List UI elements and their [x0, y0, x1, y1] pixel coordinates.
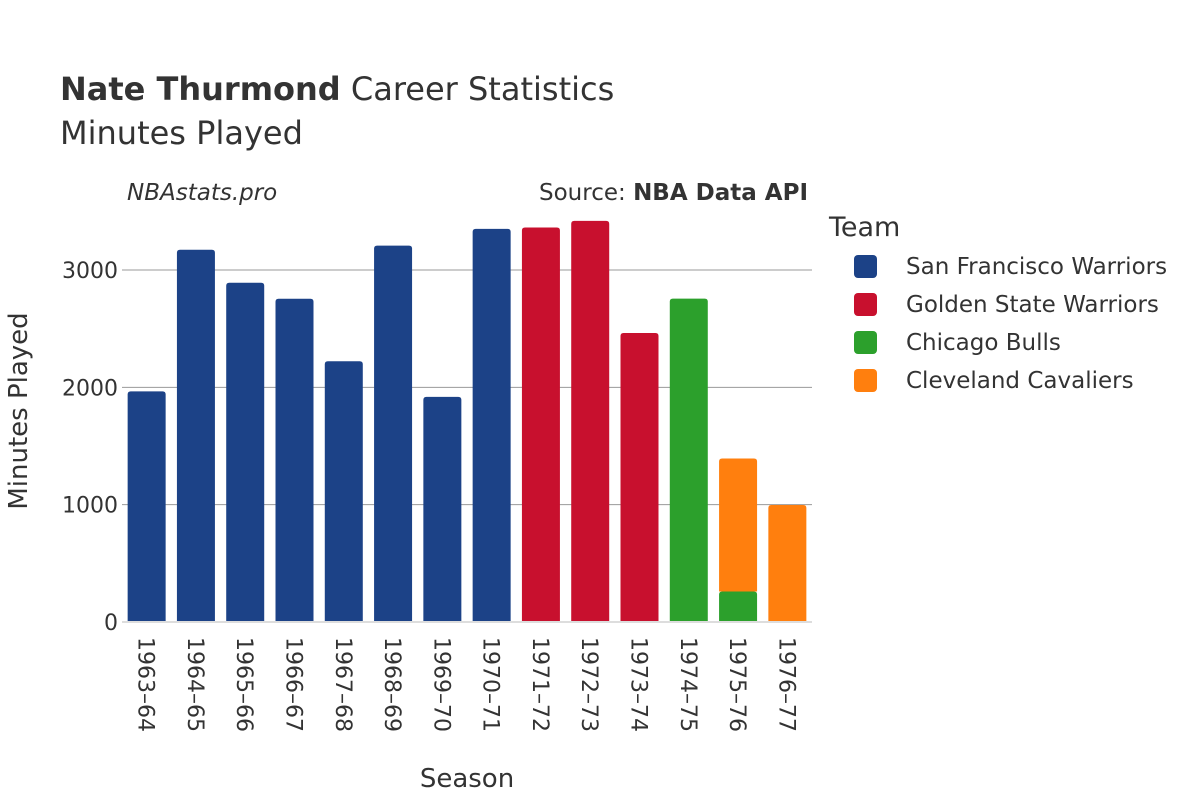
y-axis-title: Minutes Played: [4, 312, 34, 509]
bar: [521, 227, 560, 622]
title-rest: Career Statistics: [341, 70, 615, 108]
source-note: Source: NBA Data API: [539, 180, 808, 206]
source-prefix: Source:: [539, 180, 633, 206]
y-tick-label: 2000: [62, 376, 118, 401]
x-tick-label: 1967–68: [330, 637, 355, 732]
x-tick-label: 1971–72: [527, 637, 552, 732]
x-tick-label: 1974–75: [675, 637, 700, 732]
bar: [127, 391, 166, 622]
legend: San Francisco Warriors Golden State Warri…: [854, 254, 1167, 394]
x-tick-label: 1975–76: [724, 637, 749, 732]
bar: [374, 245, 413, 622]
bar: [768, 505, 807, 622]
x-tick-label: 1973–74: [626, 637, 651, 732]
bar: [719, 591, 758, 622]
x-tick-label: 1972–73: [576, 637, 601, 732]
y-tick-label: 3000: [62, 259, 118, 284]
x-tick-label: 1966–67: [281, 637, 306, 732]
bar: [226, 282, 265, 622]
legend-title: Team: [828, 212, 900, 243]
bar: [571, 220, 610, 622]
bar: [620, 333, 659, 622]
gridlines: [122, 269, 812, 506]
y-tick-label: 1000: [62, 494, 118, 519]
site-watermark: NBAstats.pro: [127, 180, 277, 206]
bar: [275, 298, 314, 622]
x-tick-label: 1970–71: [478, 637, 503, 732]
bar: [423, 396, 462, 622]
source-name: NBA Data API: [633, 180, 808, 206]
bar: [719, 458, 758, 592]
legend-label: Golden State Warriors: [906, 292, 1159, 318]
legend-label: Chicago Bulls: [906, 330, 1061, 356]
legend-label: San Francisco Warriors: [906, 254, 1167, 280]
legend-label: Cleveland Cavaliers: [906, 368, 1134, 394]
bar: [669, 298, 708, 622]
bars: [127, 220, 807, 623]
legend-swatch: [854, 293, 877, 316]
legend-swatch: [854, 331, 877, 354]
x-tick-label: 1969–70: [428, 637, 453, 732]
chart-subtitle: Minutes Played: [60, 114, 303, 152]
x-tick-label: 1964–65: [182, 637, 207, 732]
player-name: Nate Thurmond: [60, 70, 341, 108]
x-tick-label: 1976–77: [773, 637, 798, 732]
legend-swatch: [854, 255, 877, 278]
x-tick-label: 1963–64: [133, 637, 158, 732]
bar: [324, 361, 363, 622]
x-tick-label: 1965–66: [231, 637, 256, 732]
bar: [472, 228, 511, 623]
bar: [176, 249, 215, 622]
y-tick-label: 0: [104, 611, 118, 636]
y-ticks: 0 1000 2000 3000: [62, 259, 118, 636]
x-ticks: 1963–64 1964–65 1965–66 1966–67 1967–68 1968–…: [133, 637, 799, 732]
x-axis-title: Season: [420, 764, 514, 794]
x-tick-label: 1968–69: [379, 637, 404, 732]
legend-swatch: [854, 369, 877, 392]
chart-title: Nate Thurmond Career Statistics: [60, 70, 614, 108]
